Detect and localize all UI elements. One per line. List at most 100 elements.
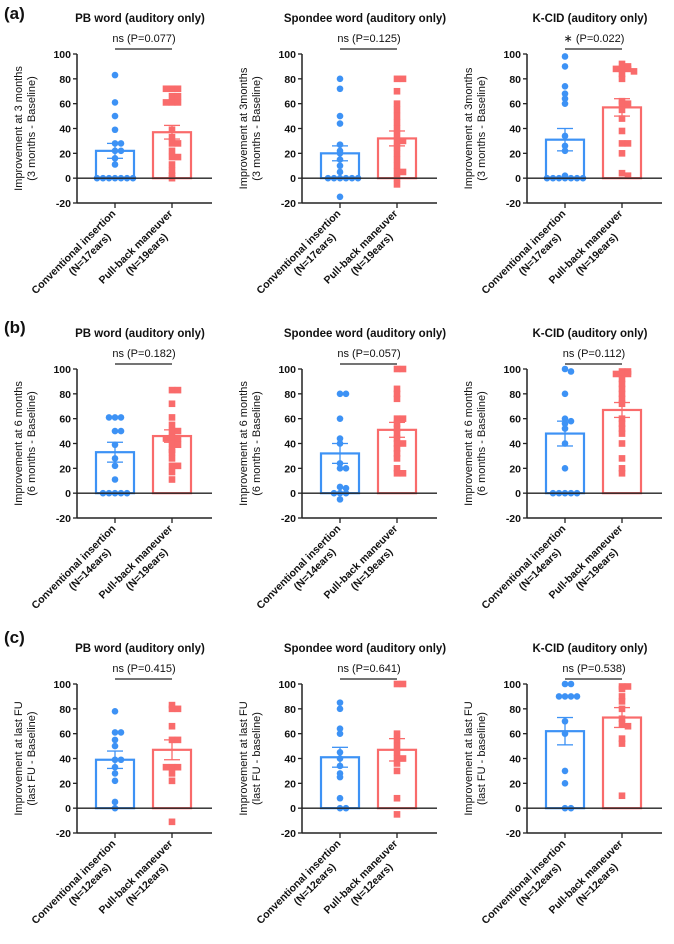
data-point-pullback: [393, 168, 401, 176]
y-tick-label: 60: [509, 414, 521, 426]
data-point-pullback: [393, 87, 401, 95]
data-point-conventional: [111, 798, 119, 806]
data-point-pullback: [393, 730, 401, 737]
data-point-pullback: [618, 715, 626, 723]
data-point-pullback: [393, 415, 401, 422]
data-point-pullback: [393, 455, 401, 462]
y-tick-label: 80: [509, 74, 521, 86]
data-point-pullback: [618, 375, 626, 383]
data-point-conventional: [561, 730, 569, 737]
chart-title: K-CID (auditory only): [533, 643, 648, 655]
chart-title: K-CID (auditory only): [533, 13, 648, 25]
y-tick-label: 40: [284, 439, 296, 451]
data-point-conventional: [567, 693, 575, 700]
y-tick-label: 60: [509, 729, 521, 741]
data-point-conventional: [111, 455, 119, 462]
chart-panel: PB word (auditory only) ns (P=0.415) Impro…: [0, 630, 224, 944]
y-tick-label: 20: [59, 778, 71, 790]
data-point-conventional: [336, 156, 344, 163]
data-point-conventional: [561, 390, 569, 398]
data-point-pullback: [618, 685, 626, 693]
data-point-pullback: [393, 760, 401, 767]
y-tick-label: 60: [59, 414, 71, 426]
data-point-pullback: [168, 468, 176, 476]
significance-label: ns (P=0.057): [337, 348, 400, 360]
y-axis-label-line: (3 months - Baseline): [251, 76, 263, 181]
y-tick-label: 20: [59, 463, 71, 475]
data-point-pullback: [162, 99, 170, 106]
significance-label: ∗ (P=0.022): [564, 33, 625, 45]
data-point-pullback: [618, 430, 626, 437]
data-point-pullback: [168, 386, 176, 394]
data-point-pullback: [174, 462, 182, 470]
data-point-pullback: [393, 390, 401, 398]
y-axis-label-line: Improvement at last FU: [13, 701, 25, 815]
y-tick-label: 100: [278, 364, 296, 376]
data-point-pullback: [393, 156, 401, 163]
data-point-conventional: [111, 112, 119, 120]
significance-label: ns (P=0.077): [112, 33, 175, 45]
data-point-conventional: [111, 742, 119, 750]
data-point-pullback: [399, 415, 407, 422]
y-tick-label: 20: [284, 463, 296, 475]
data-point-conventional: [111, 427, 119, 435]
data-point-conventional: [111, 126, 119, 134]
y-axis-label-line: Improvement at 6 months: [13, 381, 25, 506]
data-point-conventional: [567, 680, 575, 688]
data-point-conventional: [561, 780, 569, 787]
data-point-conventional: [336, 120, 344, 127]
data-point-conventional: [111, 763, 119, 771]
data-point-conventional: [561, 717, 569, 725]
data-point-conventional: [117, 756, 125, 764]
data-point-pullback: [174, 427, 182, 435]
data-point-conventional: [336, 725, 344, 732]
chart-title: PB word (auditory only): [75, 643, 205, 655]
y-axis-label: Improvement at last FU (last FU - baselin…: [463, 701, 488, 815]
data-point-pullback: [618, 385, 626, 393]
data-point-conventional: [336, 773, 344, 781]
data-point-conventional: [111, 71, 119, 79]
data-point-pullback: [618, 390, 626, 398]
data-point-pullback: [618, 698, 626, 705]
data-point-conventional: [111, 99, 119, 106]
chart-title: PB word (auditory only): [75, 13, 205, 25]
data-point-conventional: [561, 100, 569, 107]
data-point-pullback: [174, 705, 182, 713]
data-point-conventional: [336, 755, 344, 762]
y-tick-label: 20: [284, 778, 296, 790]
data-point-pullback: [393, 450, 401, 457]
chart-panel: PB word (auditory only) ns (P=0.077) Impro…: [0, 0, 224, 315]
chart-svg: Spondee word (auditory only) ns (P=0.057)…: [238, 328, 446, 612]
data-point-conventional: [561, 420, 569, 427]
data-point-conventional: [111, 476, 119, 483]
y-tick-label: 100: [503, 679, 521, 691]
y-axis-label-line: Improvement at 6 months: [238, 381, 250, 506]
y-tick-label: -20: [56, 828, 71, 840]
y-tick-label: 0: [65, 488, 71, 500]
significance-label: ns (P=0.538): [562, 663, 625, 675]
data-point-pullback: [168, 777, 176, 785]
data-point-conventional: [336, 415, 344, 422]
data-point-pullback: [393, 100, 401, 107]
data-point-pullback: [393, 425, 401, 432]
data-point-pullback: [168, 705, 176, 713]
data-point-conventional: [561, 680, 569, 688]
data-point-pullback: [174, 99, 182, 106]
y-tick-label: 40: [509, 754, 521, 766]
data-point-pullback: [618, 720, 626, 728]
data-point-conventional: [336, 85, 344, 93]
y-tick-label: -20: [56, 513, 71, 525]
y-tick-label: 80: [59, 74, 71, 86]
chart-panel: K-CID (auditory only) ns (P=0.538) Improve…: [450, 630, 674, 944]
data-point-conventional: [111, 777, 119, 785]
data-point-pullback: [630, 68, 638, 75]
data-point-conventional: [111, 161, 119, 168]
x-tick-label: Conventional insertion(N=17ears): [479, 208, 568, 297]
chart-panel: Spondee word (auditory only) ns (P=0.057)…: [225, 315, 449, 630]
data-point-pullback: [618, 735, 626, 742]
y-tick-label: 40: [509, 439, 521, 451]
y-axis-label-line: Improvement at 6 months: [463, 381, 475, 506]
chart-svg: K-CID (auditory only) ns (P=0.112) Improve…: [463, 328, 662, 612]
data-point-pullback: [162, 435, 170, 442]
data-point-pullback: [393, 680, 401, 688]
